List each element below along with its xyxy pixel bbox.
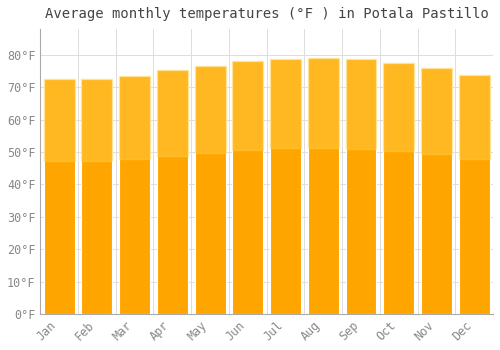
Bar — [458, 75, 490, 314]
Bar — [384, 63, 414, 314]
Bar — [119, 76, 150, 159]
Bar — [157, 70, 188, 314]
Bar — [384, 63, 414, 150]
Bar — [346, 60, 376, 314]
Bar — [270, 59, 301, 314]
Bar — [308, 58, 338, 148]
Bar — [458, 75, 490, 159]
Bar — [194, 66, 226, 153]
Title: Average monthly temperatures (°F ) in Potala Pastillo: Average monthly temperatures (°F ) in Po… — [44, 7, 488, 21]
Bar — [157, 70, 188, 156]
Bar — [82, 79, 112, 161]
Bar — [82, 79, 112, 314]
Bar — [44, 79, 74, 314]
Bar — [421, 68, 452, 314]
Bar — [270, 59, 301, 148]
Bar — [232, 61, 264, 314]
Bar — [421, 68, 452, 154]
Bar — [308, 58, 338, 314]
Bar — [119, 76, 150, 314]
Bar — [44, 79, 74, 161]
Bar — [346, 60, 376, 148]
Bar — [232, 61, 264, 150]
Bar — [194, 66, 226, 314]
